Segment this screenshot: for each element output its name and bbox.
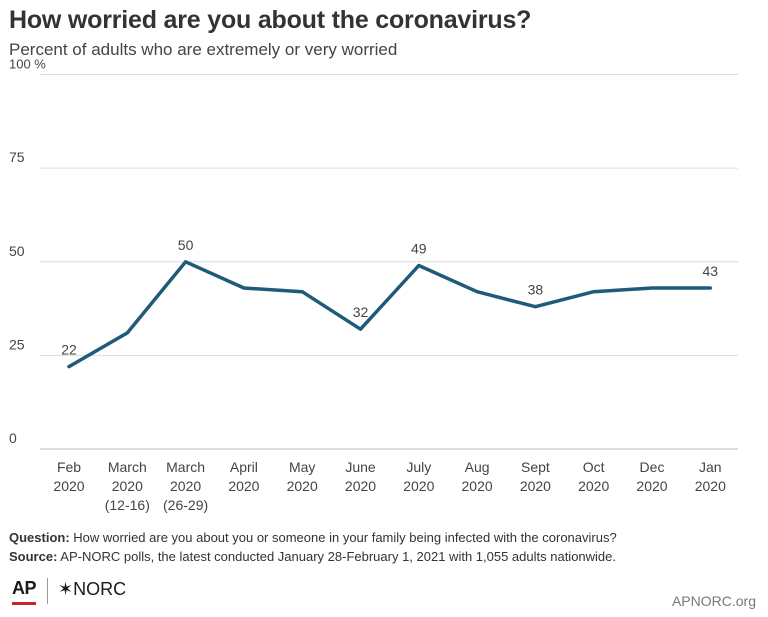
x-tick-label-line: (26-29) xyxy=(163,497,208,513)
data-label: 32 xyxy=(353,304,369,320)
ap-logo-underline xyxy=(12,602,36,605)
x-tick-label-line: 2020 xyxy=(462,478,493,494)
data-label: 49 xyxy=(411,240,427,256)
x-tick-label: Oct 2020 xyxy=(578,459,609,494)
data-labels: 22 50 32 49 38 43 xyxy=(61,237,718,358)
grid-layer xyxy=(40,74,738,450)
norc-logo: ✶NORC xyxy=(58,579,127,599)
chart-subtitle: Percent of adults who are extremely or v… xyxy=(9,40,398,59)
x-tick-label: March 2020 (26-29) xyxy=(163,459,208,513)
y-tick-label-50: 50 xyxy=(9,243,25,259)
x-tick-label-line: March xyxy=(108,459,147,475)
x-tick-label-line: July xyxy=(406,459,431,475)
series-layer xyxy=(67,260,713,369)
x-tick-label: Sept 2020 xyxy=(520,459,551,494)
source-label: Source: xyxy=(9,549,58,564)
site-url: APNORC.org xyxy=(671,593,756,609)
x-tick-label-line: 2020 xyxy=(53,478,84,494)
x-tick-label-line: 2020 xyxy=(170,478,201,494)
x-axis-ticks: Feb 2020 March 2020 (12-16) March 2020 (26-29) A… xyxy=(53,459,726,513)
x-tick-label-line: April xyxy=(230,459,258,475)
x-tick-label-line: 2020 xyxy=(112,478,143,494)
y-axis-ticks: 0 25 50 75 100 % xyxy=(9,57,46,447)
x-tick-label: Aug 2020 xyxy=(462,459,493,494)
x-tick-label-line: 2020 xyxy=(345,478,376,494)
x-tick-label-line: Aug xyxy=(465,459,490,475)
x-tick-label: June 2020 xyxy=(345,459,376,494)
y-tick-label-100: 100 % xyxy=(9,57,46,72)
question-note: Question: How worried are you about you … xyxy=(9,528,617,547)
y-tick-label-75: 75 xyxy=(9,149,25,165)
logo-divider xyxy=(47,578,48,604)
x-tick-label-line: 2020 xyxy=(520,478,551,494)
x-tick-label-line: Sept xyxy=(521,459,550,475)
x-tick-label-line: 2020 xyxy=(287,478,318,494)
x-tick-label-line: 2020 xyxy=(636,478,667,494)
x-tick-label: May 2020 xyxy=(287,459,318,494)
x-tick-label-line: 2020 xyxy=(228,478,259,494)
x-tick-label: July 2020 xyxy=(403,459,434,494)
x-tick-label-line: May xyxy=(289,459,315,475)
x-tick-label-line: 2020 xyxy=(578,478,609,494)
x-tick-label: March 2020 (12-16) xyxy=(105,459,150,513)
x-tick-label-line: Jan xyxy=(699,459,722,475)
series-line xyxy=(67,260,713,369)
data-label: 50 xyxy=(178,237,194,253)
chart-title: How worried are you about the coronaviru… xyxy=(9,6,532,34)
data-label: 43 xyxy=(703,263,719,279)
chart-notes: Question: How worried are you about you … xyxy=(9,528,617,566)
data-label: 22 xyxy=(61,342,77,358)
x-tick-label-line: June xyxy=(345,459,376,475)
x-tick-label-line: 2020 xyxy=(403,478,434,494)
x-tick-label: Dec 2020 xyxy=(636,459,667,494)
ap-logo: AP xyxy=(12,578,37,598)
source-note: Source: AP-NORC polls, the latest conduc… xyxy=(9,547,617,566)
data-label: 38 xyxy=(528,282,544,298)
y-tick-label-25: 25 xyxy=(9,336,25,352)
question-label: Question: xyxy=(9,530,70,545)
y-tick-label-0: 0 xyxy=(9,430,17,446)
x-tick-label-line: Dec xyxy=(640,459,665,475)
x-tick-label-line: 2020 xyxy=(695,478,726,494)
question-text: How worried are you about you or someone… xyxy=(69,530,617,545)
x-tick-label: Jan 2020 xyxy=(695,459,726,494)
source-text: AP-NORC polls, the latest conducted Janu… xyxy=(57,549,616,564)
x-tick-label: April 2020 xyxy=(228,459,259,494)
x-tick-label-line: Feb xyxy=(57,459,81,475)
x-tick-label-line: (12-16) xyxy=(105,497,150,513)
x-tick-label: Feb 2020 xyxy=(53,459,84,494)
x-tick-label-line: March xyxy=(166,459,205,475)
x-tick-label-line: Oct xyxy=(583,459,605,475)
